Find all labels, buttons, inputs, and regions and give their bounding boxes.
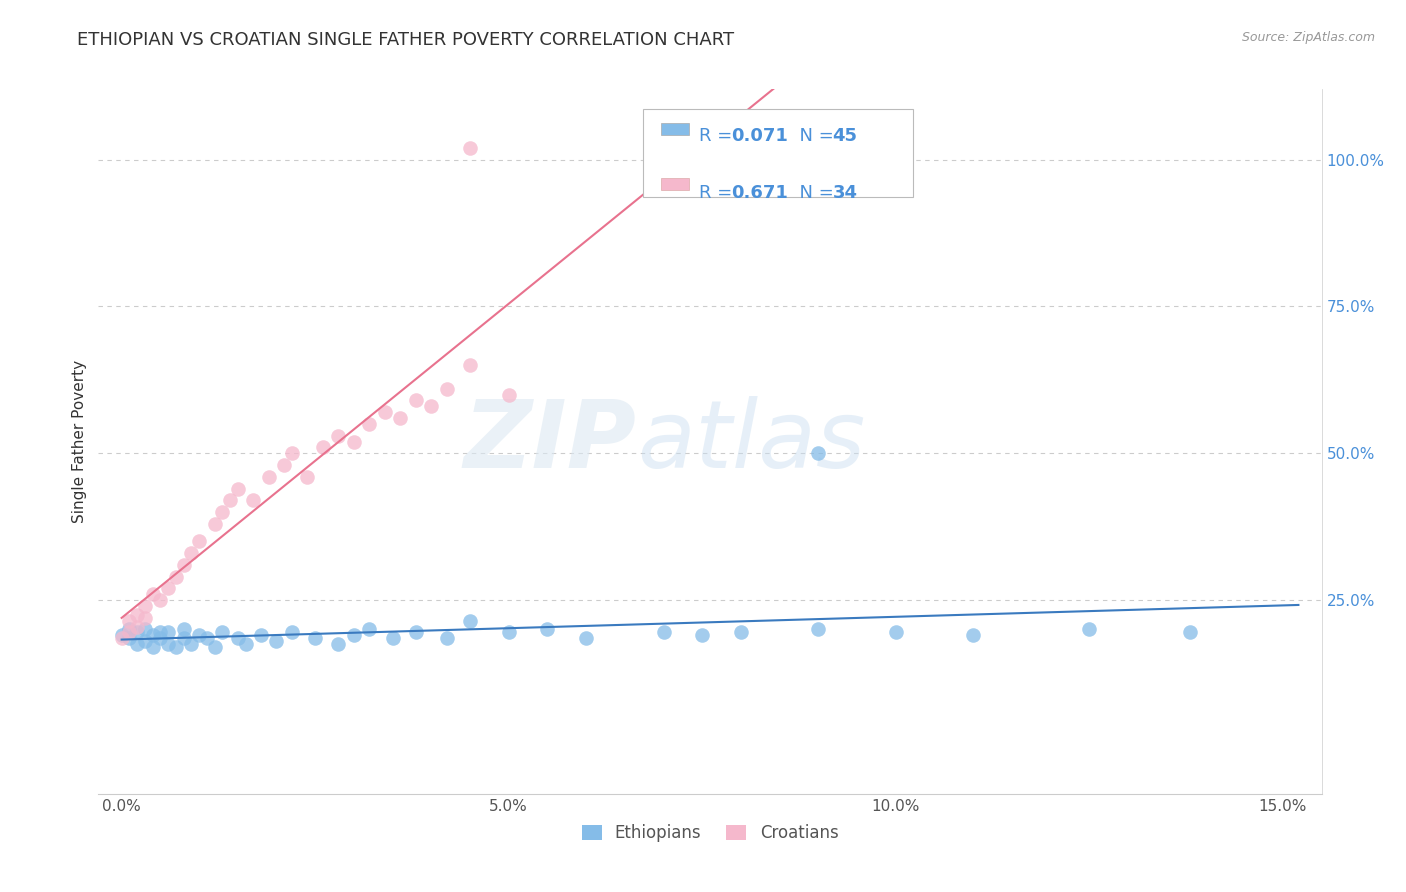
Point (204, 640, 226, 654)
Point (142, 640, 165, 654)
Point (328, 637, 350, 651)
Point (436, 382, 458, 396)
Point (266, 634, 288, 648)
Point (211, 625, 233, 640)
Point (343, 628, 366, 642)
Point (142, 587, 165, 601)
Point (690, 628, 713, 642)
Point (195, 632, 218, 646)
Point (111, 632, 134, 646)
Point (226, 482, 249, 496)
Text: R =: R = (699, 128, 738, 145)
Point (188, 534, 211, 549)
Point (257, 469, 280, 483)
Point (381, 632, 404, 646)
Point (389, 411, 412, 425)
Point (281, 446, 304, 460)
Point (458, 141, 481, 155)
Point (226, 632, 249, 646)
Point (165, 640, 187, 654)
Point (118, 625, 141, 640)
Point (807, 623, 830, 637)
Point (962, 628, 984, 642)
Y-axis label: Single Father Poverty: Single Father Poverty (72, 360, 87, 523)
Point (127, 619, 149, 633)
Point (127, 625, 149, 640)
Text: 45: 45 (832, 128, 858, 145)
Point (211, 505, 233, 519)
Point (118, 614, 141, 628)
Point (149, 625, 172, 640)
Point (149, 632, 172, 646)
Point (219, 493, 242, 508)
Point (458, 614, 481, 628)
Point (575, 632, 598, 646)
Point (118, 623, 141, 637)
Point (165, 569, 187, 583)
Point (118, 632, 141, 646)
Point (173, 558, 195, 572)
Point (405, 625, 427, 640)
Text: 34: 34 (832, 184, 858, 202)
Point (111, 628, 134, 642)
Point (312, 441, 335, 455)
Point (142, 628, 165, 642)
Text: atlas: atlas (637, 396, 865, 487)
Point (807, 446, 830, 460)
Point (149, 593, 172, 607)
Point (328, 428, 350, 442)
Point (134, 599, 156, 613)
Text: N =: N = (787, 128, 839, 145)
Point (436, 632, 458, 646)
Point (157, 625, 180, 640)
Point (405, 393, 427, 408)
Text: Source: ZipAtlas.com: Source: ZipAtlas.com (1241, 31, 1375, 45)
Legend: Ethiopians, Croatians: Ethiopians, Croatians (575, 818, 845, 849)
Text: 0.671: 0.671 (731, 184, 789, 202)
Point (884, 625, 907, 640)
Point (134, 623, 156, 637)
Point (173, 623, 195, 637)
Point (173, 632, 195, 646)
Point (498, 625, 520, 640)
Point (250, 628, 273, 642)
Text: N =: N = (787, 184, 839, 202)
Text: ETHIOPIAN VS CROATIAN SINGLE FATHER POVERTY CORRELATION CHART: ETHIOPIAN VS CROATIAN SINGLE FATHER POVE… (77, 31, 734, 49)
Point (1178, 625, 1201, 640)
Point (157, 582, 180, 596)
Point (498, 387, 520, 401)
Point (134, 611, 156, 625)
Point (235, 637, 257, 651)
Point (297, 469, 319, 483)
Text: R =: R = (699, 184, 738, 202)
Point (1078, 623, 1101, 637)
Point (127, 637, 149, 651)
Point (359, 417, 381, 431)
Point (374, 405, 396, 419)
Point (134, 634, 156, 648)
Point (304, 632, 326, 646)
Point (343, 434, 366, 449)
Text: ZIP: ZIP (464, 395, 637, 488)
Point (420, 400, 443, 414)
Point (652, 625, 675, 640)
Point (536, 623, 558, 637)
Point (157, 637, 180, 651)
Point (281, 625, 304, 640)
Point (204, 516, 226, 531)
Text: 0.071: 0.071 (731, 128, 789, 145)
Point (180, 637, 202, 651)
Point (273, 458, 295, 472)
Point (458, 358, 481, 372)
Point (127, 607, 149, 622)
Point (730, 625, 752, 640)
Point (188, 628, 211, 642)
Point (359, 623, 381, 637)
Point (242, 493, 264, 508)
Point (180, 546, 202, 560)
